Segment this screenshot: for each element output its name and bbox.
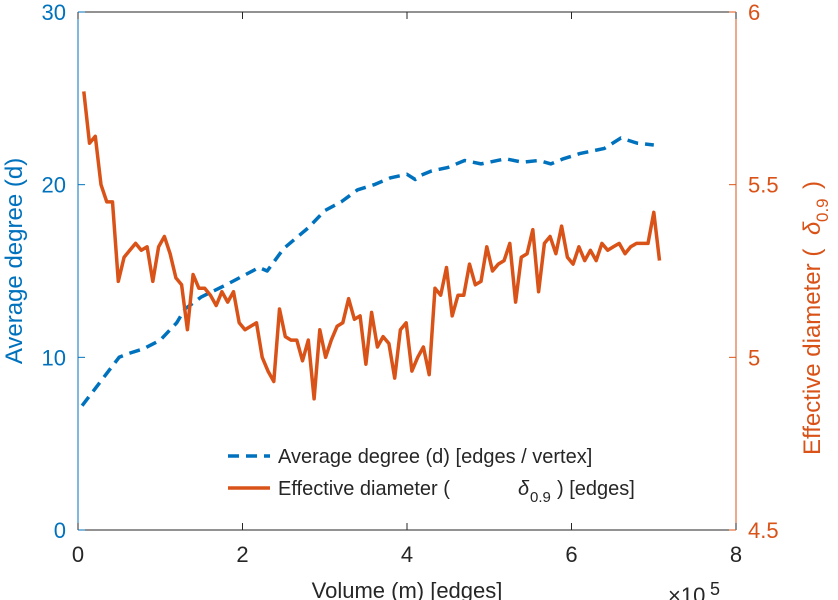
y-right-label-subscript: 0.9 <box>813 198 832 222</box>
x-exponent-power: 5 <box>710 579 720 599</box>
y-right-tick-label: 6 <box>748 0 760 25</box>
series-layer <box>80 91 662 407</box>
y-left-tick-label: 10 <box>42 345 66 370</box>
y-right-tick-label: 5 <box>748 345 760 370</box>
x-tick-label: 4 <box>401 542 413 567</box>
x-tick-label: 8 <box>730 542 742 567</box>
effective-diameter-line <box>82 91 662 401</box>
x-tick-label: 6 <box>565 542 577 567</box>
legend-label-average-degree: Average degree (d) [edges / vertex] <box>278 446 592 468</box>
y-left-axis-label: Average degree (d) <box>1 158 28 364</box>
y-left-tick-label: 0 <box>54 518 66 543</box>
legend-label-suffix: ) [edges] <box>557 478 635 500</box>
y-left-tick-label: 20 <box>42 173 66 198</box>
legend-label-symbol: δ <box>518 478 530 500</box>
average-degree-line <box>80 136 654 407</box>
y-left-tick-label: 30 <box>42 0 66 25</box>
x-exponent-label: ×10 <box>668 583 705 600</box>
y-right-tick-label: 5.5 <box>748 173 779 198</box>
x-tick-label: 0 <box>72 542 84 567</box>
y-right-tick-label: 4.5 <box>748 518 779 543</box>
y-right-label-symbol: δ <box>799 221 826 235</box>
legend-label-effective-diameter: Effective diameter ( <box>278 478 450 500</box>
axes <box>77 11 737 531</box>
y-right-label-text: Effective diameter ( <box>799 249 826 455</box>
y-right-label-close: ) <box>799 181 826 189</box>
y-right-axis-label: Effective diameter ( δ0.9) <box>799 181 832 455</box>
x-tick-label: 2 <box>236 542 248 567</box>
x-axis-label: Volume (m) [edges] <box>312 578 503 600</box>
legend-label-subscript: 0.9 <box>530 489 551 506</box>
legend: Average degree (d) [edges / vertex] Effec… <box>228 446 635 506</box>
